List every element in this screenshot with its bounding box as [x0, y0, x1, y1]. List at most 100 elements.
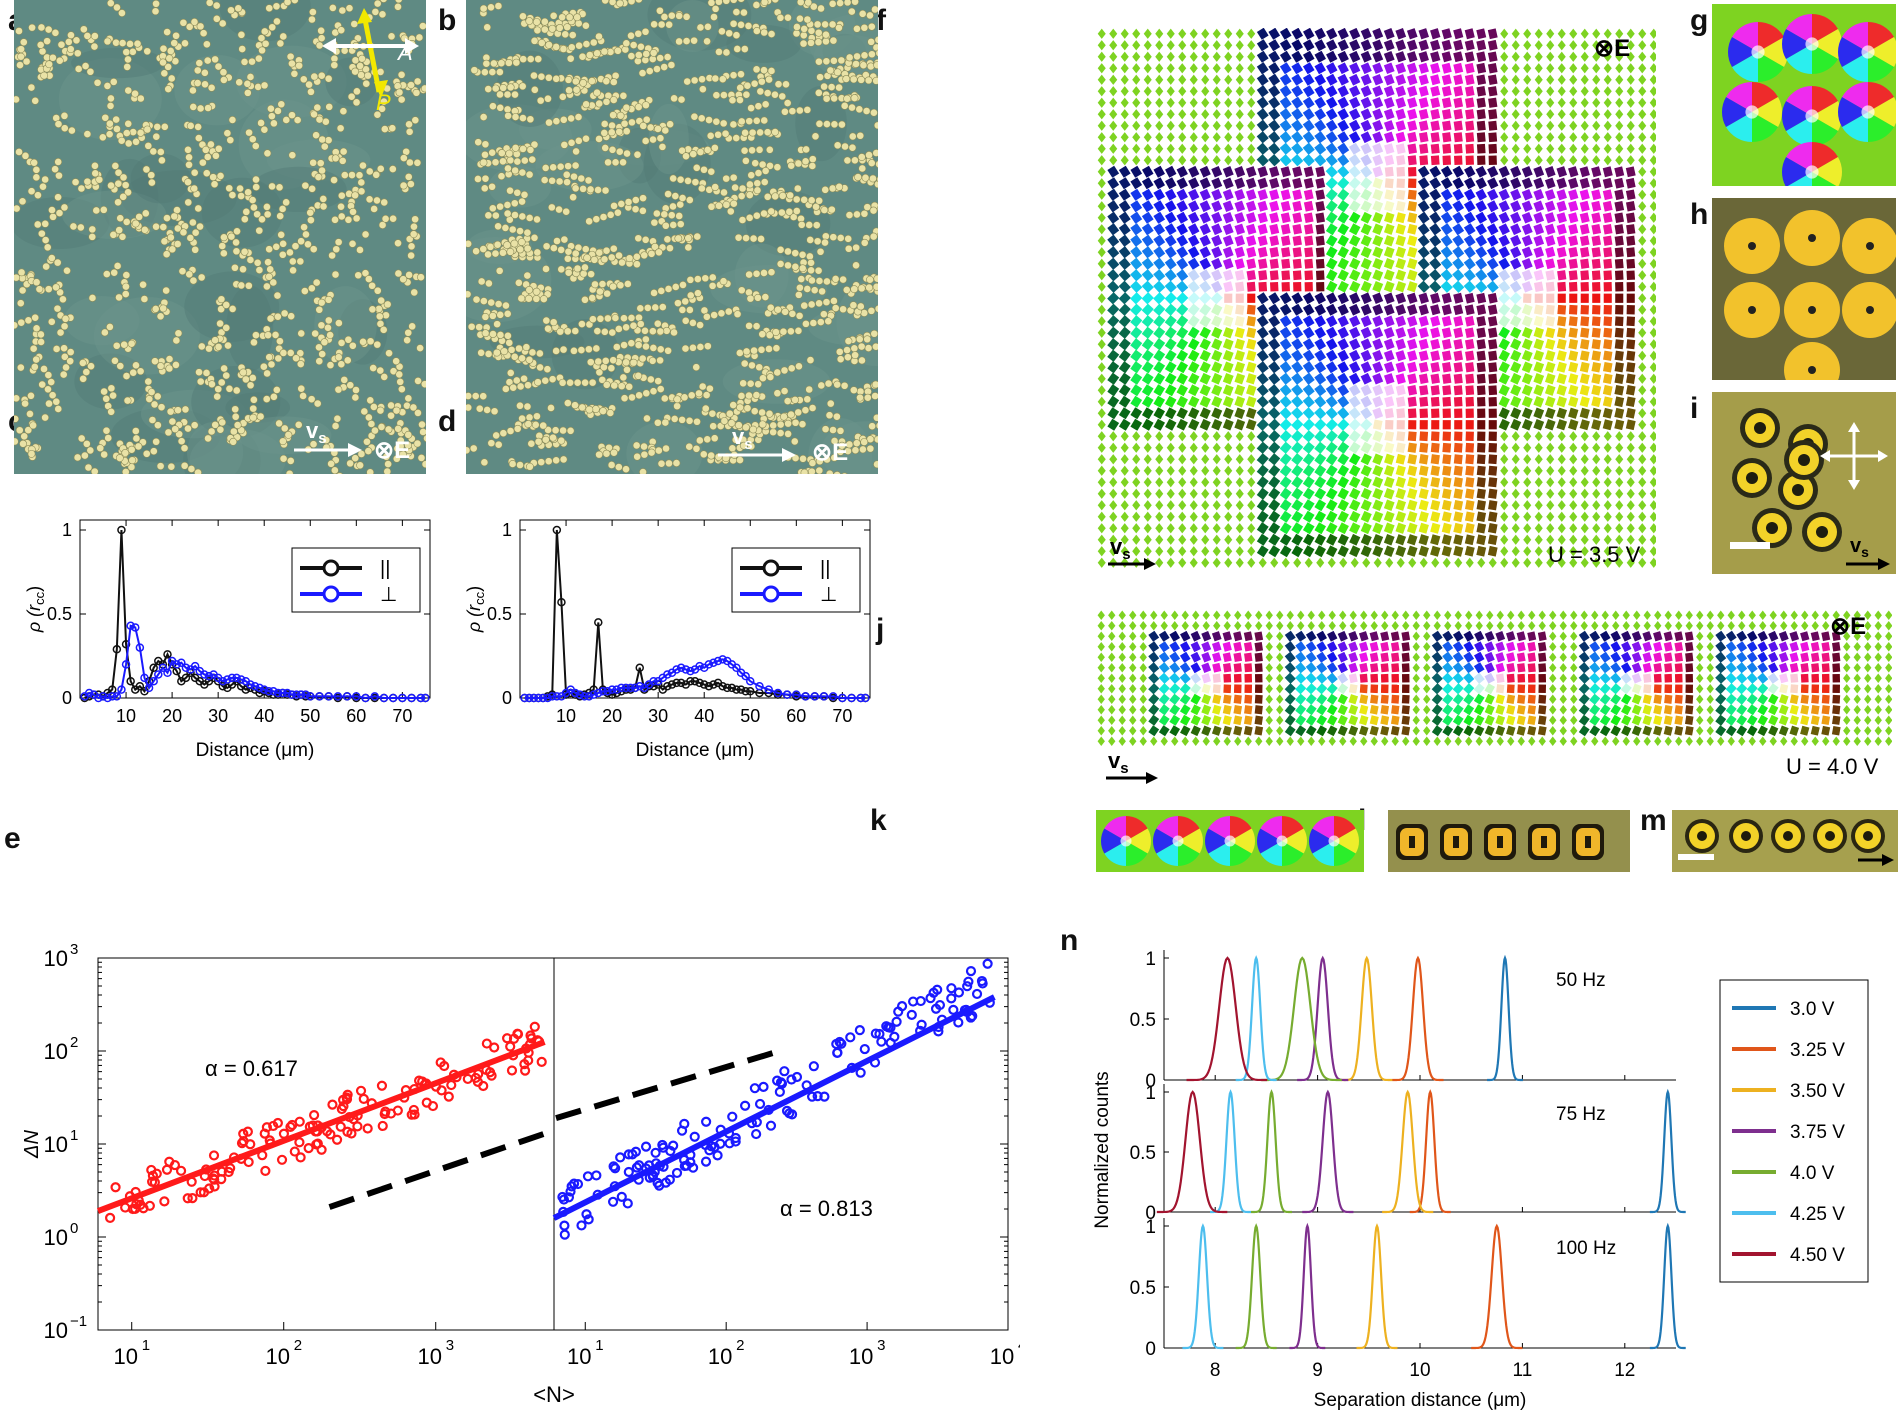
data-point — [971, 988, 983, 1000]
particle — [407, 180, 415, 188]
director-cell — [1557, 109, 1566, 120]
director-cell — [1626, 86, 1635, 97]
data-point — [421, 1097, 432, 1108]
particle — [296, 360, 305, 368]
director-cell — [1569, 109, 1578, 120]
data-point — [594, 688, 603, 698]
particle — [761, 100, 770, 109]
data-point — [172, 660, 181, 669]
particle — [359, 161, 367, 170]
particle — [309, 158, 318, 167]
data-point — [709, 680, 718, 689]
director-cell — [1109, 132, 1118, 143]
data-point — [218, 676, 228, 686]
director-cell — [1569, 86, 1578, 97]
particle — [784, 13, 792, 22]
particle — [557, 245, 566, 254]
velocity-label-b: vs — [732, 424, 753, 453]
particle — [506, 247, 515, 256]
particle — [124, 188, 132, 197]
particle — [482, 59, 491, 68]
particle — [394, 269, 403, 278]
particle — [549, 163, 558, 172]
particle — [21, 151, 30, 160]
particle — [611, 314, 620, 322]
director-cell — [1268, 28, 1281, 40]
particle — [308, 15, 316, 24]
particle — [592, 344, 601, 353]
data-point — [755, 681, 764, 691]
particle — [139, 280, 147, 289]
director-cell — [1097, 166, 1106, 177]
data-point — [784, 1108, 795, 1119]
director-cell — [1130, 165, 1143, 178]
particle — [414, 409, 422, 417]
particle — [633, 150, 642, 159]
particle — [144, 141, 153, 150]
particle — [700, 165, 708, 174]
director-cell — [1189, 63, 1198, 74]
plot-frame — [97, 957, 1009, 1331]
director-cell — [1430, 74, 1441, 86]
particle — [771, 90, 779, 99]
particle — [324, 74, 333, 83]
director-cell — [1256, 108, 1269, 121]
particle — [685, 196, 694, 204]
particle — [477, 348, 486, 357]
particle — [848, 103, 856, 112]
particle — [497, 172, 506, 181]
director-cell — [1649, 40, 1656, 51]
particle — [18, 286, 27, 295]
particle — [27, 187, 36, 196]
director-cell — [1615, 143, 1624, 154]
particle — [574, 136, 583, 145]
particle — [854, 173, 862, 181]
particle — [265, 4, 274, 13]
particle — [344, 335, 353, 344]
particle — [571, 161, 580, 170]
particle — [729, 199, 738, 208]
particle — [515, 344, 523, 353]
director-cell — [1511, 40, 1520, 51]
particle — [869, 206, 878, 215]
director-cell — [1211, 165, 1223, 178]
particle — [249, 404, 258, 413]
director-cell — [1291, 39, 1304, 52]
particle — [87, 362, 95, 371]
data-point — [754, 1098, 766, 1110]
particle — [837, 56, 846, 65]
particle — [873, 61, 878, 69]
particle — [92, 206, 101, 215]
particle — [872, 282, 878, 291]
particle — [378, 104, 386, 113]
director-cell — [1603, 51, 1612, 62]
x-tick-exponent: 3 — [446, 1337, 454, 1354]
particle — [263, 149, 272, 158]
particle — [330, 466, 339, 474]
particle — [663, 235, 672, 244]
data-point — [724, 1138, 735, 1149]
particle — [841, 142, 849, 151]
particle — [83, 130, 92, 139]
particle — [214, 342, 223, 351]
data-point — [407, 693, 416, 703]
particle — [523, 271, 532, 280]
particle — [504, 164, 512, 173]
director-cell — [1292, 166, 1303, 178]
particle — [352, 214, 361, 223]
particle — [853, 210, 861, 219]
particle — [261, 39, 270, 48]
particle — [344, 215, 353, 224]
particle — [695, 389, 703, 398]
particle — [704, 22, 712, 31]
particle — [830, 297, 838, 305]
particle — [73, 49, 82, 58]
director-cell — [1132, 51, 1141, 62]
data-point — [791, 1071, 803, 1083]
particle — [52, 345, 61, 353]
data-point — [398, 693, 407, 703]
data-point — [855, 1067, 866, 1078]
director-cell — [1626, 155, 1635, 166]
director-cell — [1615, 40, 1624, 51]
director-cell — [1592, 120, 1601, 131]
